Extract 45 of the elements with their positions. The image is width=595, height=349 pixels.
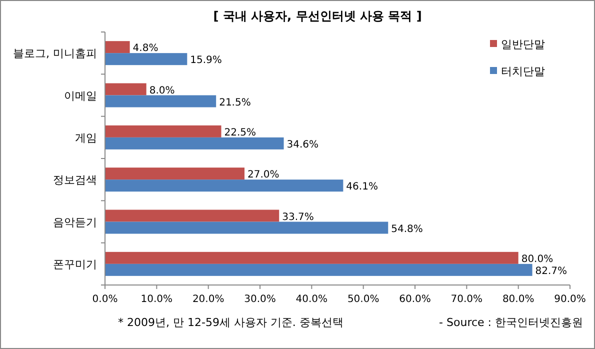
x-tick-label: 40.0% bbox=[296, 294, 328, 305]
y-tick-label: 게임 bbox=[75, 131, 97, 144]
x-tick-label: 60.0% bbox=[399, 294, 431, 305]
bar bbox=[105, 222, 388, 234]
x-tick-label: 80.0% bbox=[502, 294, 534, 305]
x-tick-label: 70.0% bbox=[450, 294, 483, 305]
data-label: 15.9% bbox=[190, 55, 222, 66]
bar bbox=[105, 168, 244, 180]
x-tick-label: 90.0% bbox=[554, 294, 586, 305]
x-tick-label: 20.0% bbox=[192, 294, 224, 305]
data-label: 80.0% bbox=[521, 254, 554, 265]
x-tick-label: 50.0% bbox=[347, 294, 380, 305]
bar bbox=[105, 95, 216, 108]
bar bbox=[105, 210, 280, 222]
data-label: 34.6% bbox=[286, 139, 319, 150]
data-label: 8.0% bbox=[149, 85, 175, 96]
x-tick-label: 10.0% bbox=[140, 294, 173, 305]
data-label: 54.8% bbox=[391, 224, 423, 235]
bar bbox=[105, 252, 518, 264]
bar bbox=[105, 125, 222, 138]
bar bbox=[105, 83, 146, 96]
bar bbox=[105, 180, 344, 192]
x-tick-label: 30.0% bbox=[244, 294, 276, 305]
x-tick-label: 0.0% bbox=[92, 294, 118, 305]
legend-label: 일반단말 bbox=[501, 38, 545, 51]
data-label: 46.1% bbox=[346, 182, 378, 193]
bar bbox=[105, 53, 188, 66]
data-label: 82.7% bbox=[535, 266, 568, 277]
y-tick-label: 정보검색 bbox=[53, 174, 97, 187]
y-tick-label: 이메일 bbox=[64, 89, 97, 102]
data-label: 22.5% bbox=[224, 127, 256, 138]
data-label: 33.7% bbox=[282, 212, 314, 223]
bar bbox=[105, 41, 130, 54]
text: * 2009년, 만 12-59세 사용자 기준. 중복선택 bbox=[118, 316, 344, 329]
data-label: 21.5% bbox=[219, 97, 251, 108]
text: - Source : 한국인터넷진흥원 bbox=[439, 316, 583, 329]
y-tick-label: 블로그, 미니홈피 bbox=[13, 47, 97, 60]
data-label: 4.8% bbox=[132, 43, 158, 54]
chart-title: [ 국내 사용자, 무선인터넷 사용 목적 ] bbox=[213, 9, 422, 23]
bar bbox=[105, 264, 532, 276]
y-tick-label: 음악듣기 bbox=[53, 216, 97, 229]
y-tick-label: 폰꾸미기 bbox=[53, 258, 97, 271]
data-label: 27.0% bbox=[248, 170, 280, 181]
bar bbox=[105, 137, 284, 150]
legend-label: 터치단말 bbox=[501, 65, 545, 78]
